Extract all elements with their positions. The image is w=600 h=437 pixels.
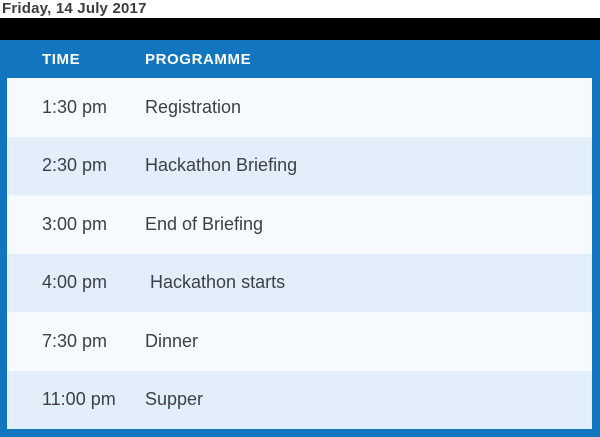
table-row: 2:30 pm Hackathon Briefing <box>7 136 592 195</box>
time-cell: 1:30 pm <box>42 96 108 117</box>
time-cell: 3:00 pm <box>42 213 108 234</box>
time-cell: 7:30 pm <box>42 330 108 351</box>
table-row: 3:00 pm End of Briefing <box>7 195 592 254</box>
table-row: 11:00 pm Supper <box>7 370 592 429</box>
table-header-row: TIME PROGRAMME <box>7 40 592 78</box>
table-row: 4:00 pm Hackathon starts <box>7 253 592 312</box>
column-header-programme: PROGRAMME <box>145 50 252 68</box>
programme-cell: Registration <box>145 96 242 117</box>
column-header-time: TIME <box>42 50 81 68</box>
table-row: 1:30 pm Registration <box>7 78 592 137</box>
time-cell: 11:00 pm <box>42 389 116 410</box>
date-title: Friday, 14 July 2017 <box>2 0 147 17</box>
title-bar: Friday, 14 July 2017 <box>0 0 600 18</box>
programme-table: TIME PROGRAMME 1:30 pm Registration 2:30… <box>0 40 600 437</box>
time-cell: 2:30 pm <box>42 155 108 176</box>
programme-cell: Supper <box>145 389 204 410</box>
programme-cell: Hackathon Briefing <box>145 155 298 176</box>
programme-cell: End of Briefing <box>145 213 264 234</box>
programme-cell: Hackathon starts <box>145 272 286 293</box>
programme-cell: Dinner <box>145 330 199 351</box>
table-row: 7:30 pm Dinner <box>7 312 592 371</box>
divider-bar <box>0 18 600 40</box>
time-cell: 4:00 pm <box>42 272 108 293</box>
